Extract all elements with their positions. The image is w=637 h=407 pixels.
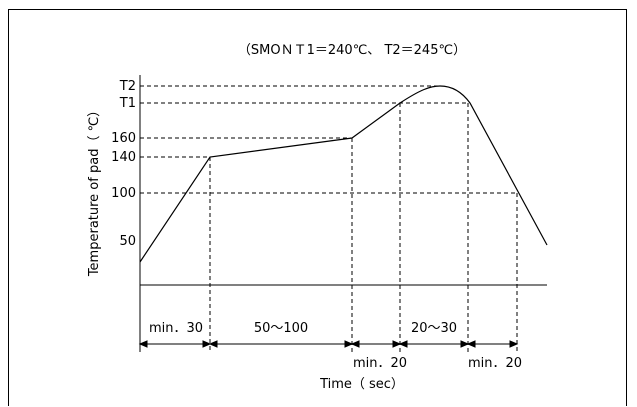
y-tick-t2: T2 [119, 79, 136, 94]
arrowhead-right [344, 340, 354, 348]
diagram-frame [8, 9, 627, 406]
temperature-profile-curve [139, 85, 548, 263]
arrowhead-left [466, 340, 476, 348]
interval-label-cooling: min．20 [468, 356, 522, 371]
arrowhead-left [350, 340, 360, 348]
interval-label-above-t1: 20～30 [411, 321, 457, 336]
diagram-title: （SMOＮＴ1＝240℃、 T2＝245℃） [238, 43, 466, 58]
horizontal-reference-lines [140, 85, 517, 194]
y-tick-140: 140 [111, 150, 136, 165]
arrowhead-right [509, 340, 519, 348]
y-axis-label: Temperature of pad（ ℃） [87, 104, 102, 277]
arrowhead-left [208, 340, 218, 348]
y-tick-t1: T1 [119, 96, 136, 111]
vertical-reference-lines [209, 103, 518, 352]
arrowhead-left [398, 340, 408, 348]
arrowhead-right [460, 340, 470, 348]
arrowhead-right [392, 340, 402, 348]
interval-arrows [138, 340, 519, 348]
interval-label-soak: 50～100 [254, 321, 308, 336]
y-tick-50: 50 [119, 234, 136, 249]
arrowhead-left [138, 340, 148, 348]
interval-label-preheat: min．30 [149, 321, 203, 336]
arrowhead-right [202, 340, 212, 348]
y-tick-100: 100 [111, 186, 136, 201]
x-axis-label: Time（ sec） [319, 377, 404, 392]
y-tick-160: 160 [111, 131, 136, 146]
interval-label-ramp: min．20 [353, 356, 407, 371]
